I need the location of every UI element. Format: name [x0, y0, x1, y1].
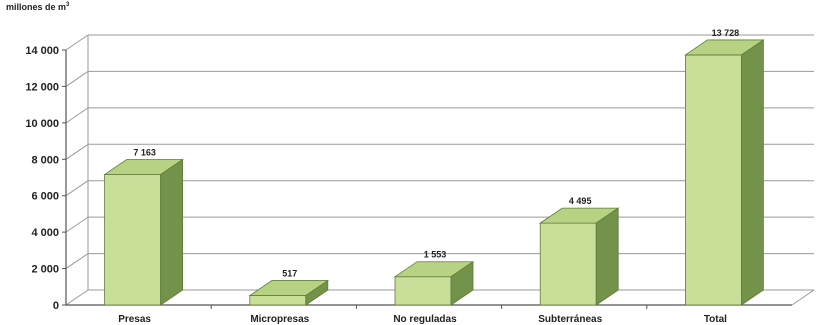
gridline-depth-1: [65, 253, 89, 269]
bar-2: [394, 276, 452, 306]
gridline-depth-6: [65, 71, 89, 87]
category-label-0: Presas: [118, 314, 151, 325]
floor-right-edge: [791, 289, 815, 306]
value-label-3: 4 495: [569, 196, 592, 206]
y-tick-label-6: 12 000: [25, 81, 59, 93]
gridline-depth-3: [65, 180, 89, 197]
gridline-depth-4: [65, 143, 89, 160]
bar-side-0: [160, 158, 184, 306]
y-tick-label-1: 2 000: [31, 264, 59, 276]
bar-side-4: [741, 39, 764, 306]
y-tick-label-0: 0: [53, 300, 59, 312]
y-tick-label-7: 14 000: [25, 45, 59, 57]
bar-4: [685, 54, 742, 306]
bar-1: [249, 295, 307, 306]
value-label-0: 7 163: [133, 148, 156, 158]
y-tick-label-3: 6 000: [31, 191, 59, 203]
y-tick-label-2: 4 000: [31, 227, 59, 239]
gridline-depth-2: [65, 216, 89, 233]
category-label-3: Subterráneas: [538, 314, 602, 325]
gridline-depth-0: [65, 289, 89, 306]
category-label-4: Total: [704, 314, 727, 325]
value-label-1: 517: [282, 269, 297, 279]
bar-side-2: [450, 260, 474, 306]
gridline-depth-7: [65, 34, 89, 51]
bar-side-1: [305, 279, 329, 306]
category-label-1: Micropresas: [250, 314, 309, 325]
value-label-2: 1 553: [424, 250, 447, 260]
bar-3: [539, 222, 597, 306]
bar-side-3: [595, 207, 619, 306]
category-label-2: No reguladas: [393, 314, 457, 325]
gridline-depth-5: [65, 107, 89, 124]
y-axis-unit-label: millones de m3: [6, 2, 70, 12]
bar-0: [104, 174, 161, 306]
y-tick-label-4: 8 000: [31, 154, 59, 166]
value-label-4: 13 728: [712, 28, 740, 38]
y-tick-label-5: 10 000: [25, 118, 59, 130]
